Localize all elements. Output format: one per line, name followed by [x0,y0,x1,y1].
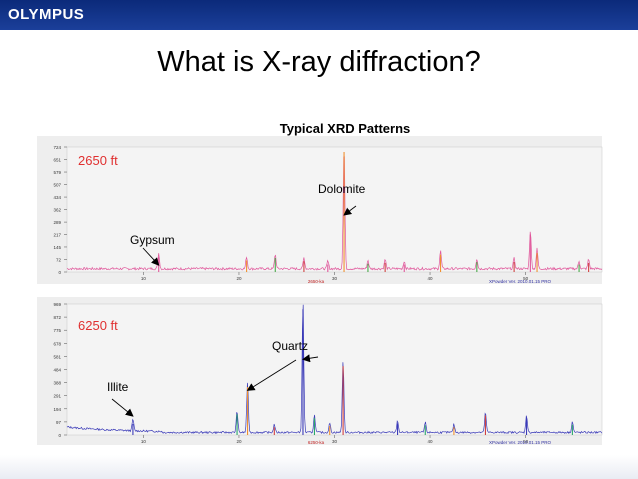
diffraction-trace [66,156,603,271]
x-tick-label: 30 [332,276,338,281]
x-axis-label: 6250-ka [308,440,325,445]
y-tick-label: 194 [53,407,61,412]
y-tick-label: 872 [53,315,61,320]
y-tick-label: 362 [53,208,61,213]
y-tick-label: 579 [53,170,61,175]
x-axis-label: 2650-ka [308,279,325,284]
annotation-arrow [111,398,134,417]
y-tick-label: 651 [53,158,61,163]
peak-annotation: Illite [107,380,129,394]
y-tick-label: 507 [53,182,61,187]
annotation-arrow [301,354,319,363]
footer-bar [0,455,638,479]
y-tick-label: 217 [53,233,61,238]
software-version: XPowder Ver. 2010.01.15 PRO [489,440,552,445]
brand-logo: OLYMPUS [8,6,85,23]
annotation-arrow [246,359,297,391]
annotation-arrow [343,205,357,216]
x-tick-label: 20 [236,439,242,444]
x-tick-label: 40 [428,276,434,281]
depth-label: 2650 ft [78,153,118,168]
y-tick-label: 581 [53,354,61,359]
x-tick-label: 10 [141,439,147,444]
y-tick-label: 0 [58,433,61,438]
y-tick-label: 72 [56,258,62,263]
slide-title: What is X-ray diffraction? [157,46,481,78]
x-tick-label: 50 [523,276,529,281]
y-tick-label: 678 [53,341,61,346]
header-bar: OLYMPUS [0,0,638,30]
peak-annotation: Quartz [272,339,308,353]
y-tick-label: 97 [56,420,62,425]
x-tick-label: 30 [332,439,338,444]
y-tick-label: 388 [53,381,61,386]
x-tick-label: 50 [523,439,529,444]
y-tick-label: 484 [53,368,61,373]
y-tick-label: 775 [53,328,61,333]
x-tick-label: 20 [236,276,242,281]
y-tick-label: 434 [53,195,61,200]
annotation-arrow [142,247,160,266]
y-tick-label: 145 [53,245,61,250]
x-tick-label: 40 [428,439,434,444]
plot-area [66,146,603,273]
plot-area [66,303,603,436]
x-tick-label: 10 [141,276,147,281]
y-tick-label: 0 [58,270,61,275]
peak-annotation: Dolomite [318,182,366,196]
y-tick-label: 724 [53,145,61,150]
y-tick-label: 291 [53,394,61,399]
software-version: XPowder Ver. 2010.01.15 PRO [489,279,552,284]
diffraction-trace [66,304,603,435]
y-tick-label: 289 [53,220,61,225]
peak-annotation: Gypsum [130,233,175,247]
chart-caption: Typical XRD Patterns [279,121,411,136]
y-tick-label: 969 [53,302,61,307]
depth-label: 6250 ft [78,318,118,333]
